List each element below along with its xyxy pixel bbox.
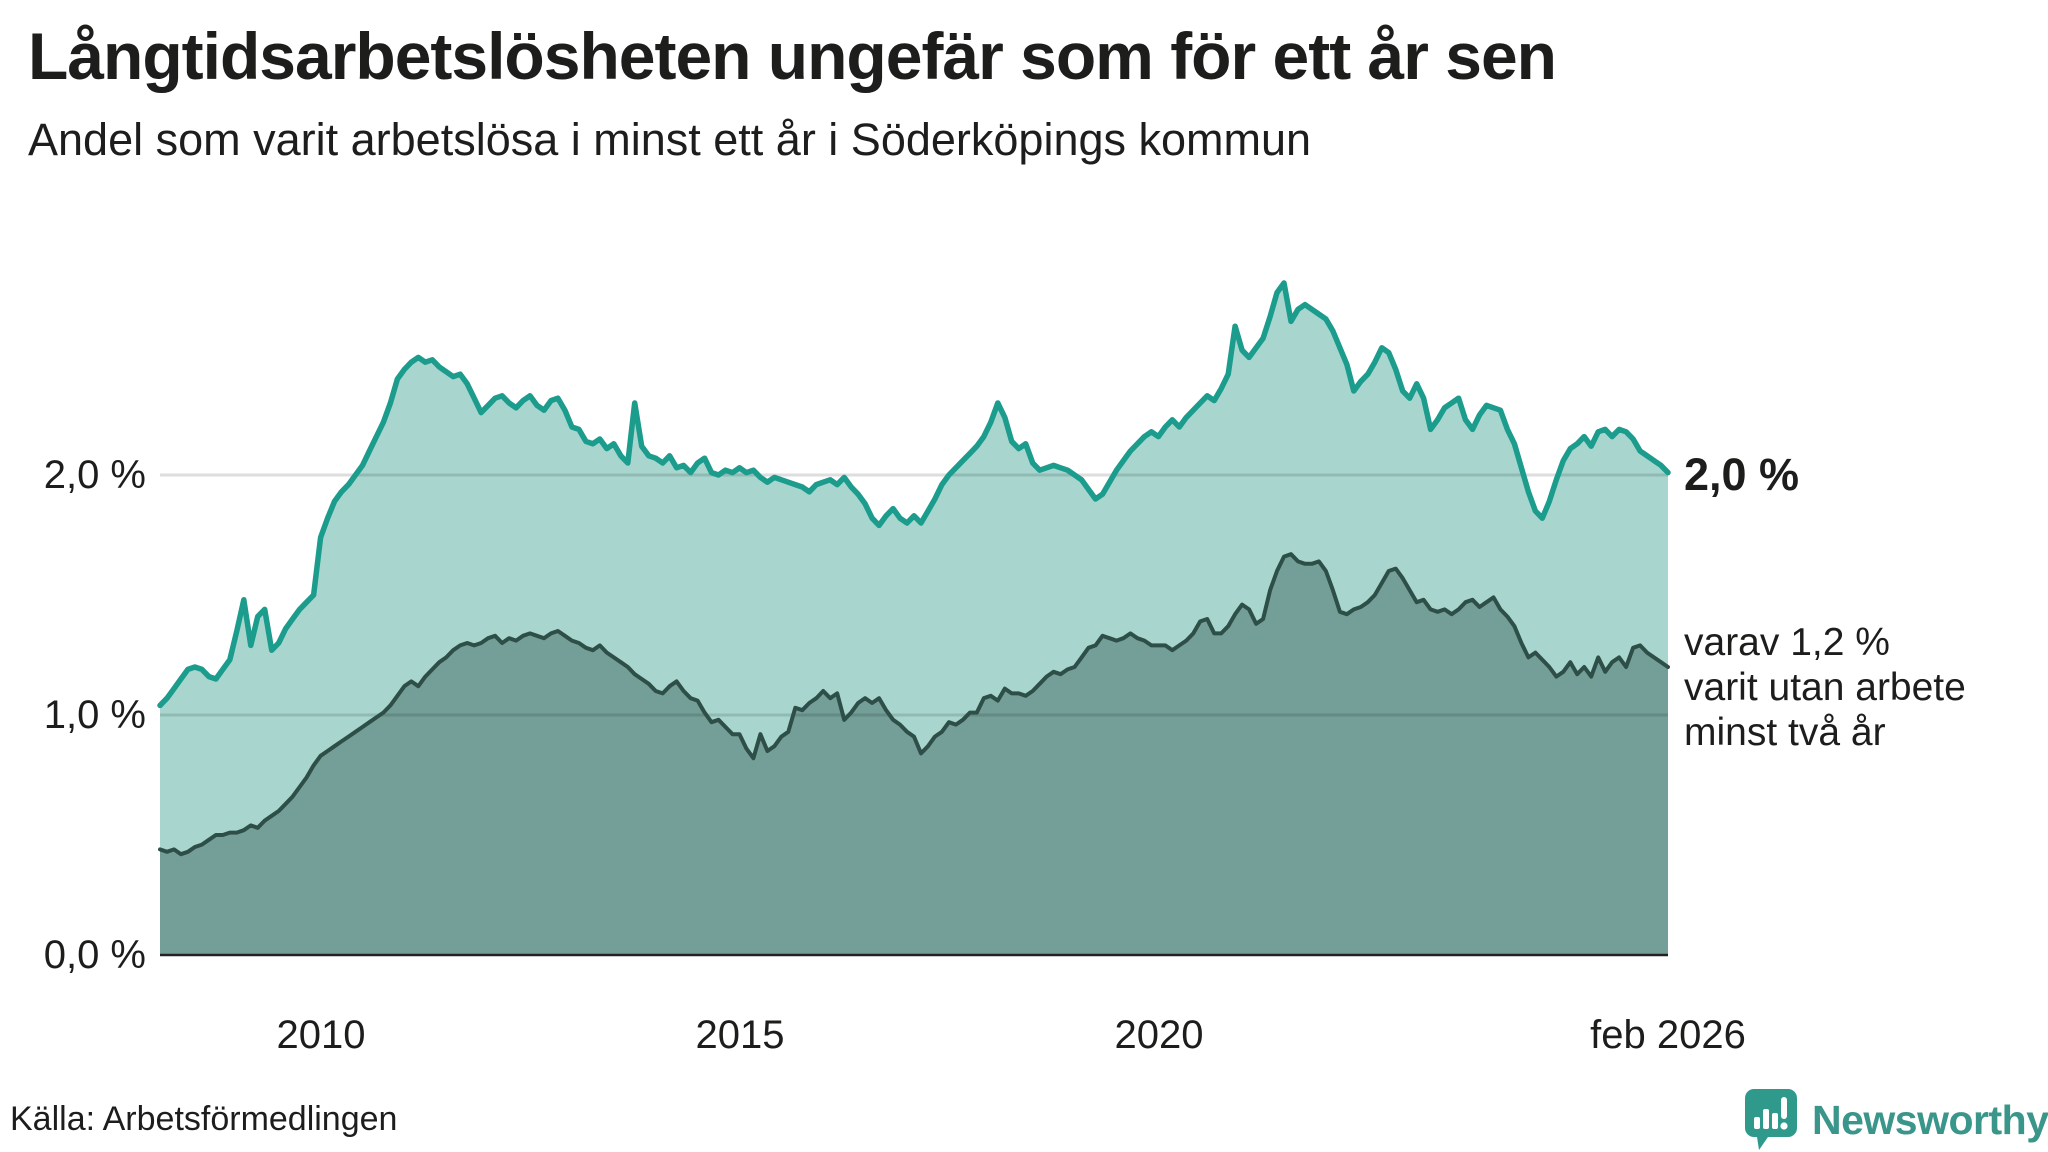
x-axis-label-2010: 2010 [276, 1013, 366, 1057]
page-title: Långtidsarbetslösheten ungefär som för e… [28, 19, 1557, 93]
newsworthy-icon [1745, 1089, 1797, 1150]
source-note: Källa: Arbetsförmedlingen [10, 1100, 398, 1138]
page-subtitle: Andel som varit arbetslösa i minst ett å… [28, 114, 1312, 165]
series2-end-note: varav 1,2 % varit utan arbete minst två … [1684, 620, 1966, 755]
y-axis-label-2pct: 2,0 % [43, 453, 146, 497]
end-note-line2: varit utan arbete [1684, 666, 1966, 709]
x-axis-label-2015: 2015 [695, 1013, 785, 1057]
x-axis-label-2020: 2020 [1114, 1013, 1204, 1057]
end-note-line1: varav 1,2 % [1684, 621, 1890, 664]
brand-name: Newsworthy [1812, 1096, 2048, 1143]
y-axis-label-0pct: 0,0 % [43, 933, 146, 977]
x-axis-label-feb-2026: feb 2026 [1590, 1013, 1746, 1057]
y-axis-label-1pct: 1,0 % [43, 693, 146, 737]
series1-end-value-label: 2,0 % [1684, 449, 1800, 500]
end-note-line3: minst två år [1684, 711, 1886, 754]
brand-logo: Newsworthy [1744, 1088, 2048, 1152]
